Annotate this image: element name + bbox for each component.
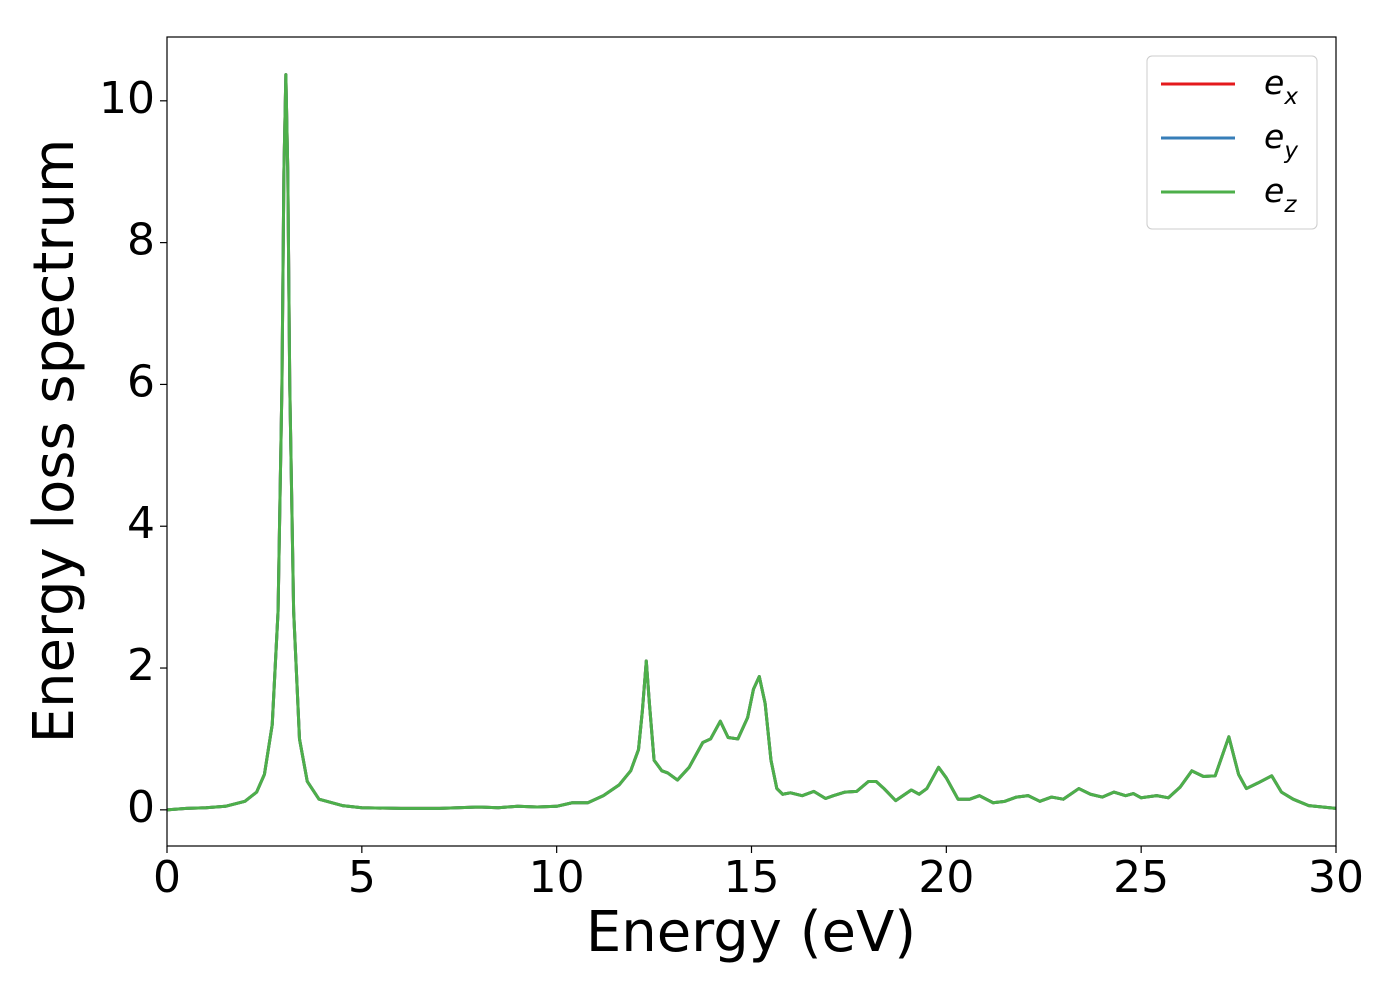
x-tick-label: 0 [153, 852, 181, 903]
legend-label: ey [1264, 117, 1298, 164]
legend-box [1146, 55, 1318, 230]
legend-label-sub: x [1283, 84, 1298, 110]
y-tick-label: 2 [127, 640, 155, 691]
x-tick-label: 20 [918, 852, 974, 903]
legend-label-sub: y [1283, 138, 1298, 164]
y-tick-label: 0 [127, 782, 155, 833]
y-tick-label: 4 [127, 498, 155, 549]
x-axis-label: Energy (eV) [586, 900, 916, 965]
y-axis-label: Energy loss spectrum [22, 139, 87, 744]
y-tick-label: 10 [99, 73, 155, 124]
x-tick-label: 5 [348, 852, 376, 903]
x-tick-label: 10 [529, 852, 585, 903]
legend-label-base: e [1264, 171, 1284, 210]
x-tick-label: 25 [1113, 852, 1169, 903]
series-line [166, 73, 1337, 812]
plot-frame [166, 36, 1337, 847]
y-tick-label: 6 [127, 356, 155, 407]
legend-label: ez [1264, 171, 1297, 218]
legend-label-sub: z [1283, 192, 1297, 218]
legend-label: ex [1264, 63, 1298, 110]
y-tick-label: 8 [127, 215, 155, 266]
legend-label-base: e [1264, 63, 1284, 102]
x-tick-label: 15 [724, 852, 780, 903]
x-tick-label: 30 [1308, 852, 1364, 903]
legend-label-base: e [1264, 117, 1284, 156]
